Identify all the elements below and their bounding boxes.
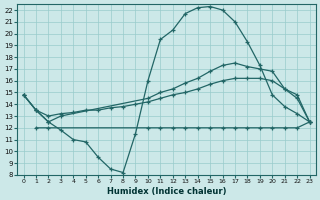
X-axis label: Humidex (Indice chaleur): Humidex (Indice chaleur) xyxy=(107,187,226,196)
